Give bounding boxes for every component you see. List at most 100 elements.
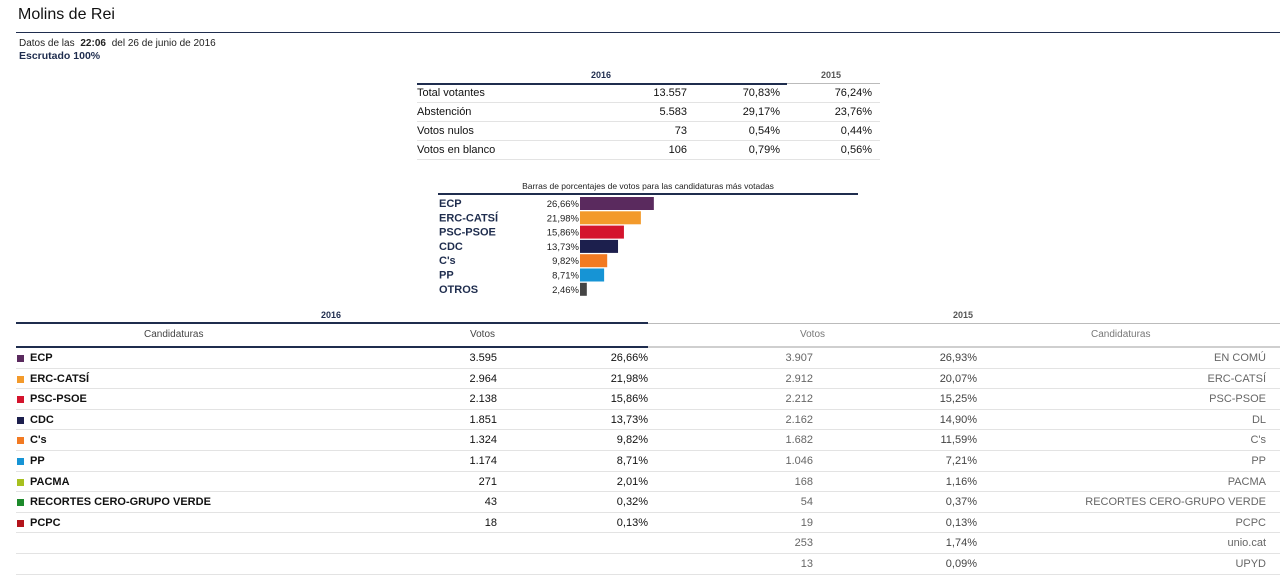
party-name-2015: DL <box>1251 413 1266 426</box>
percent-2015: 7,21% <box>945 454 977 467</box>
bar-category-label: PSC-PSOE <box>439 227 496 239</box>
result-row: CDC 1.851 13,73% 2.162 14,90% DL <box>16 410 1280 431</box>
result-row: PP 1.174 8,71% 1.046 7,21% PP <box>16 451 1280 472</box>
bar-c-s <box>580 254 608 268</box>
percent-2016: 13,73% <box>610 413 648 426</box>
votes-2015: 253 <box>794 537 813 550</box>
party-name-2015: ERC-CATSÍ <box>1207 372 1266 385</box>
party-color-swatch <box>17 355 24 362</box>
participation-pct-2016: 0,79% <box>748 144 780 156</box>
party-name-2016: PSC-PSOE <box>30 393 87 406</box>
party-name-2016: PP <box>30 454 45 467</box>
participation-pct-2016: 29,17% <box>742 106 780 118</box>
result-row: PSC-PSOE 2.138 15,86% 2.212 15,25% PSC-PSOE <box>16 389 1280 410</box>
page-title: Molins de Rei <box>18 6 115 23</box>
bar-cdc <box>580 239 619 253</box>
percent-2016: 21,98% <box>610 372 648 385</box>
year-2015-rule <box>787 83 880 84</box>
votes-2015: 1.682 <box>785 434 813 447</box>
year-2015-header: 2015 <box>821 70 842 80</box>
bar-value-label: 13,73% <box>547 242 580 253</box>
update-time: 22:06 <box>80 38 106 49</box>
party-name-2015: UPYD <box>1235 557 1266 570</box>
party-name-2015: PCPC <box>1235 516 1266 529</box>
column-votos-2016: Votos <box>470 329 496 340</box>
party-name-2015: RECORTES CERO-GRUPO VERDE <box>1085 496 1266 509</box>
percent-2015: 0,09% <box>945 557 977 570</box>
votes-2016: 3.595 <box>469 352 497 364</box>
bar-value-label: 2,46% <box>552 285 579 296</box>
participation-count-2016: 5.583 <box>659 106 687 118</box>
participation-row: Votos en blanco 106 0,79% 0,56% <box>417 141 880 160</box>
percent-2015: 11,59% <box>940 434 978 447</box>
votes-2015: 54 <box>800 496 813 509</box>
party-color-swatch <box>17 519 24 527</box>
bar-erc-cats- <box>580 211 641 225</box>
bar-category-label: ECP <box>439 198 462 210</box>
votes-2015: 2.162 <box>785 413 813 426</box>
percent-2016: 0,32% <box>616 496 648 509</box>
results-year-2015: 2015 <box>953 310 974 320</box>
bar-category-label: C's <box>439 255 456 267</box>
votes-2016: 1.324 <box>469 434 497 447</box>
year-2016-rule <box>417 83 787 85</box>
party-color-swatch <box>17 396 24 404</box>
votes-2016: 1.851 <box>469 413 497 426</box>
participation-label: Abstención <box>417 106 472 118</box>
bar-category-label: CDC <box>439 241 463 253</box>
participation-pct-2015: 76,24% <box>834 87 872 99</box>
votes-2015: 168 <box>794 475 813 488</box>
date-prefix: Datos de las <box>19 38 75 49</box>
participation-pct-2015: 0,56% <box>840 144 872 156</box>
percent-2015: 26,93% <box>939 352 977 364</box>
party-name-2015: PP <box>1251 454 1266 467</box>
bar-otros <box>580 282 587 296</box>
participation-pct-2015: 0,44% <box>840 125 872 137</box>
percent-2016: 15,86% <box>610 393 648 406</box>
title-divider <box>16 32 1280 33</box>
party-color-swatch <box>17 499 24 507</box>
chart-title: Barras de porcentajes de votos para las … <box>522 181 774 191</box>
results-rows: ECP 3.595 26,66% 3.907 26,93% EN COMÚ ERC-CATS… <box>16 348 1280 575</box>
votes-2016: 18 <box>484 516 497 529</box>
participation-count-2016: 73 <box>674 125 687 137</box>
bar-value-label: 9,82% <box>552 256 579 267</box>
participation-label: Total votantes <box>417 87 485 99</box>
bar-category-label: ERC-CATSÍ <box>439 211 499 224</box>
count-status: Escrutado 100% <box>19 50 101 62</box>
votes-2015: 13 <box>800 557 813 570</box>
participation-label: Votos en blanco <box>417 144 496 156</box>
party-name-2016: PACMA <box>30 475 70 488</box>
chart-title-rule <box>438 193 858 195</box>
party-name-2016: RECORTES CERO-GRUPO VERDE <box>30 496 211 509</box>
party-color-swatch <box>17 478 24 486</box>
votes-2016: 2.138 <box>469 393 497 406</box>
party-name-2016: C's <box>30 434 47 447</box>
column-candidaturas-2016: Candidaturas <box>144 329 204 340</box>
column-candidaturas-2015: Candidaturas <box>1091 329 1151 340</box>
party-name-2015: EN COMÚ <box>1214 352 1266 364</box>
percent-2016: 0,13% <box>616 516 648 529</box>
year-2016-header: 2016 <box>591 70 612 80</box>
percent-2016: 26,66% <box>610 352 648 364</box>
party-name-2016: CDC <box>30 413 54 426</box>
result-row: PACMA 271 2,01% 168 1,16% PACMA <box>16 472 1280 493</box>
participation-row: Votos nulos 73 0,54% 0,44% <box>417 122 880 141</box>
bar-ecp <box>580 197 654 210</box>
vote-share-chart: Barras de porcentajes de votos para las … <box>438 181 858 297</box>
percent-2016: 2,01% <box>616 475 648 488</box>
percent-2016: 8,71% <box>616 454 648 467</box>
participation-pct-2015: 23,76% <box>834 106 872 118</box>
result-row: C's 1.324 9,82% 1.682 11,59% C's <box>16 430 1280 451</box>
percent-2015: 20,07% <box>939 372 977 385</box>
participation-header: 2016 2015 <box>417 68 880 85</box>
percent-2015: 15,25% <box>939 393 977 406</box>
result-row: 253 1,74% unio.cat <box>16 533 1280 554</box>
bar-chart-svg: ECP 26,66% ERC-CATSÍ 21,98% PSC-PSOE 15,86% CD… <box>439 197 654 296</box>
votes-2015: 3.907 <box>785 352 813 364</box>
participation-table: 2016 2015 Total votantes 13.557 70,83% 76,2… <box>417 68 880 160</box>
bar-psc-psoe <box>580 225 624 239</box>
party-name-2015: C's <box>1250 434 1266 447</box>
result-row: RECORTES CERO-GRUPO VERDE 43 0,32% 54 0,37% R… <box>16 492 1280 513</box>
